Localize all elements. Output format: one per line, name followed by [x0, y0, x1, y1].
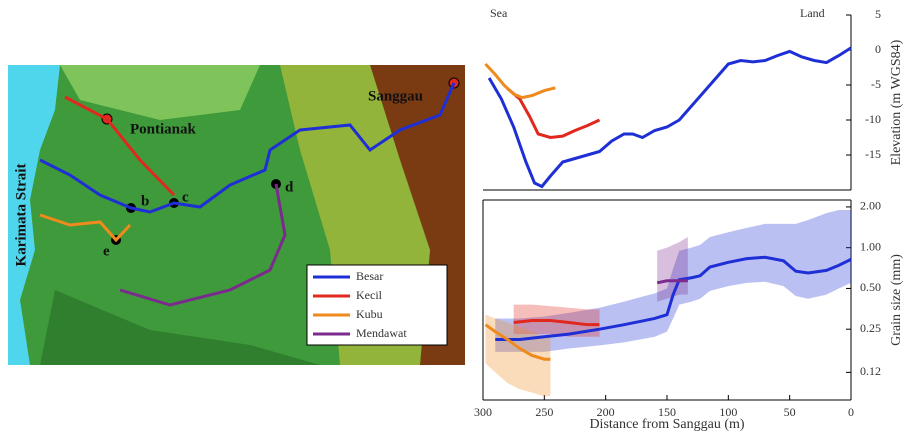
y-axis-label: Elevation (m WGS84) — [889, 39, 904, 165]
y-tick-label: 2.00 — [860, 199, 881, 213]
y-tick-label: -5 — [871, 77, 881, 91]
y-tick-label: 1.00 — [860, 239, 881, 253]
x-tick-label: 300 — [474, 405, 492, 419]
legend-label: Kubu — [356, 307, 383, 321]
x-tick-label: 0 — [848, 405, 854, 419]
map-label: b — [141, 193, 149, 209]
charts: -15 -10 -5 0 5 Elevation (m WGS84) Sea Land 0.12… — [474, 6, 904, 432]
map-label: e — [103, 243, 110, 259]
y-tick-label: 0.25 — [860, 321, 881, 335]
y-tick-label: -10 — [865, 112, 881, 126]
y-tick-label: 5 — [875, 7, 881, 21]
map: Karimata Strait Pontianak Sanggau b c d … — [8, 65, 465, 365]
y-tick-label: 0.12 — [860, 364, 881, 378]
y-tick-label: 0.50 — [860, 280, 881, 294]
legend-label: Kecil — [356, 288, 383, 302]
annotation: Sea — [490, 6, 508, 20]
annotation: Land — [800, 6, 825, 20]
x-tick-label: 250 — [535, 405, 553, 419]
y-tick-label: -15 — [865, 147, 881, 161]
figure: Karimata Strait Pontianak Sanggau b c d … — [0, 0, 913, 436]
y-axis-label: Grain size (mm) — [889, 254, 904, 346]
map-label: Sanggau — [368, 88, 423, 104]
legend-label: Mendawat — [356, 326, 407, 340]
map-label: Pontianak — [130, 121, 197, 137]
map-label: d — [285, 179, 294, 195]
map-label: Karimata Strait — [13, 164, 29, 267]
data-line — [489, 48, 851, 187]
legend-label: Besar — [356, 269, 383, 283]
x-tick-label: 50 — [784, 405, 796, 419]
range-band — [657, 237, 688, 302]
x-axis-label: Distance from Sanggau (m) — [589, 417, 744, 432]
y-tick-label: 0 — [875, 42, 881, 56]
